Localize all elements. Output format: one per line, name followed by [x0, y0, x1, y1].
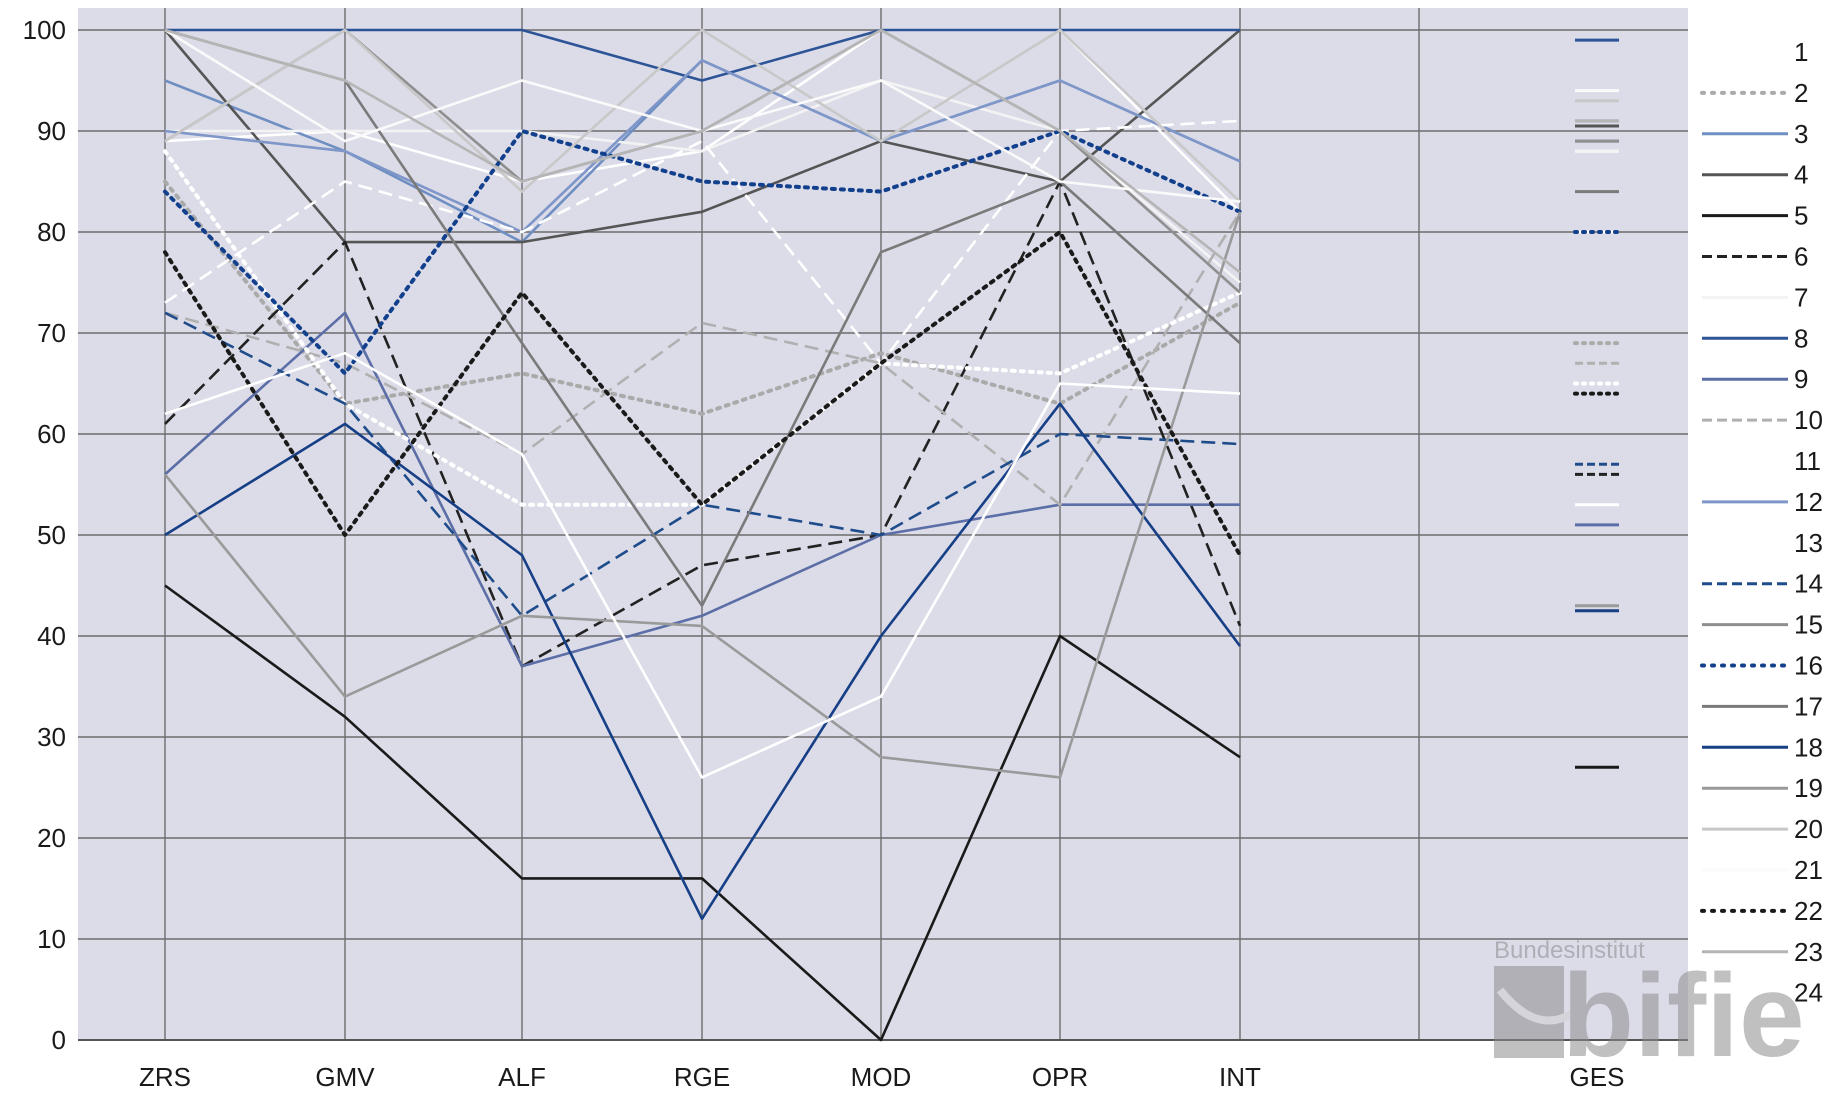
y-tick-label: 90: [37, 116, 66, 146]
legend-label-11: 11: [1794, 446, 1821, 476]
legend-label-18: 18: [1794, 732, 1823, 762]
legend-label-21: 21: [1794, 855, 1823, 885]
legend-label-3: 3: [1794, 119, 1808, 149]
y-tick-label: 80: [37, 217, 66, 247]
x-tick-label: MOD: [851, 1062, 912, 1092]
series-line-22: [163, 230, 1242, 558]
legend-label-20: 20: [1794, 814, 1823, 844]
logo-swoosh: [1496, 987, 1583, 1025]
series-line-20: [164, 28, 1241, 203]
legend-label-23: 23: [1794, 937, 1823, 967]
x-tick-label: RGE: [674, 1062, 730, 1092]
ges-markers: [1573, 38, 1621, 769]
series-line-23: [164, 28, 1241, 274]
series-line-24: [164, 351, 1241, 779]
legend-label-5: 5: [1794, 201, 1808, 231]
logo-word: bifie: [1562, 950, 1805, 1082]
x-tick-label: OPR: [1032, 1062, 1088, 1092]
legend-label-19: 19: [1794, 773, 1823, 803]
legend-label-6: 6: [1794, 242, 1808, 272]
x-tick-label: ZRS: [139, 1062, 191, 1092]
y-tick-label: 0: [52, 1025, 66, 1055]
y-tick-label: 30: [37, 722, 66, 752]
series-layer: [163, 28, 1242, 1042]
legend-label-17: 17: [1794, 691, 1823, 721]
legend-label-7: 7: [1794, 282, 1808, 312]
legend-label-13: 13: [1794, 528, 1823, 558]
y-tick-label: 70: [37, 318, 66, 348]
x-tick-label: GMV: [315, 1062, 375, 1092]
legend-label-8: 8: [1794, 323, 1808, 353]
logo-top-text: Bundesinstitut: [1494, 937, 1645, 964]
x-tick-label: ALF: [498, 1062, 546, 1092]
series-line-14: [164, 311, 1241, 618]
series-line-18: [164, 402, 1242, 921]
y-tick-label: 60: [37, 419, 66, 449]
y-tick-label: 20: [37, 823, 66, 853]
x-axis-ticks: ZRS GMV ALF RGE MOD OPR INT GES: [139, 1062, 1624, 1092]
legend-label-15: 15: [1794, 610, 1823, 640]
y-tick-label: 100: [23, 15, 66, 45]
legend-label-22: 22: [1794, 896, 1823, 926]
y-tick-label: 50: [37, 520, 66, 550]
legend-label-10: 10: [1794, 405, 1823, 435]
legend-label-16: 16: [1794, 651, 1823, 681]
series-line-12: [164, 58, 1241, 234]
y-tick-label: 10: [37, 924, 66, 954]
legend-label-12: 12: [1794, 487, 1823, 517]
x-tick-label: INT: [1219, 1062, 1261, 1092]
legend-label-14: 14: [1794, 569, 1823, 599]
legend-label-2: 2: [1794, 78, 1808, 108]
legend-label-24: 24: [1794, 978, 1823, 1008]
bifie-logo: Bundesinstitut bifie: [1494, 937, 1805, 1082]
legend-label-9: 9: [1794, 364, 1808, 394]
series-line-5: [164, 584, 1241, 1042]
series-line-10: [164, 211, 1242, 507]
legend-label-4: 4: [1794, 160, 1808, 190]
y-axis-ticks: 0 10 20 30 40 50 60 70 80 90 100: [23, 15, 66, 1055]
y-tick-label: 40: [37, 621, 66, 651]
x-tick-label-ges: GES: [1570, 1062, 1625, 1092]
series-line-19: [163, 211, 1242, 779]
legend-label-1: 1: [1794, 37, 1808, 67]
plot-area: [78, 8, 1688, 1040]
